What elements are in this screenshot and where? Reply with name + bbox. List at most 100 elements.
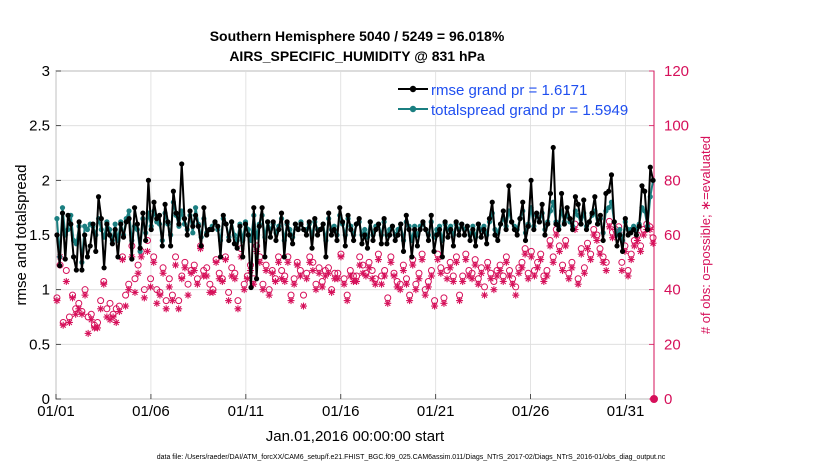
rmse-point bbox=[198, 243, 204, 249]
rmse-point bbox=[442, 219, 448, 225]
evaluated-marker bbox=[599, 258, 607, 266]
rmse-point bbox=[647, 164, 653, 170]
evaluated-marker bbox=[427, 272, 435, 280]
evaluated-marker bbox=[549, 258, 557, 266]
rmse-point bbox=[578, 221, 584, 227]
evaluated-marker bbox=[409, 261, 417, 269]
evaluated-marker bbox=[624, 272, 632, 280]
possible-marker bbox=[122, 291, 130, 299]
possible-marker bbox=[172, 253, 180, 261]
evaluated-marker bbox=[496, 267, 504, 275]
evaluated-marker bbox=[346, 272, 354, 280]
evaluated-marker bbox=[262, 267, 270, 275]
evaluated-marker bbox=[521, 250, 529, 258]
possible-marker bbox=[225, 288, 233, 296]
rmse-point bbox=[278, 210, 285, 216]
rmse-point bbox=[326, 210, 332, 216]
possible-marker bbox=[278, 267, 286, 275]
rmse-point bbox=[353, 221, 359, 227]
rmse-point bbox=[312, 216, 318, 222]
rmse-point bbox=[506, 183, 512, 189]
rmse-point bbox=[639, 183, 645, 189]
x-tick-label: 01/31 bbox=[607, 403, 645, 420]
rmse-point bbox=[234, 245, 240, 251]
rmse-point bbox=[240, 254, 246, 260]
evaluated-marker bbox=[275, 258, 283, 266]
possible-marker bbox=[203, 264, 211, 272]
evaluated-marker bbox=[253, 247, 261, 255]
rmse-point bbox=[65, 212, 71, 218]
evaluated-marker bbox=[112, 318, 120, 326]
evaluated-marker bbox=[62, 277, 70, 285]
evaluated-marker bbox=[593, 236, 601, 244]
totalspread-point bbox=[362, 226, 368, 233]
evaluated-marker bbox=[100, 280, 108, 288]
possible-marker bbox=[618, 258, 626, 266]
possible-marker bbox=[300, 291, 308, 299]
rmse-point bbox=[143, 237, 149, 244]
rmse-point bbox=[467, 237, 473, 244]
evaluated-marker bbox=[552, 231, 560, 239]
rmse-point bbox=[148, 226, 154, 233]
evaluated-marker bbox=[118, 256, 126, 264]
rmse-point bbox=[301, 226, 307, 233]
rmse-point bbox=[406, 226, 412, 233]
legend: rmse grand pr = 1.6171 totalspread grand… bbox=[398, 82, 628, 119]
y-tick-label: 2 bbox=[42, 172, 50, 189]
rmse-point bbox=[320, 221, 326, 227]
evaluated-marker bbox=[122, 302, 130, 310]
rmse-point bbox=[342, 243, 348, 249]
evaluated-marker bbox=[181, 264, 189, 272]
possible-marker bbox=[131, 275, 139, 283]
possible-marker bbox=[140, 286, 148, 294]
rmse-point bbox=[134, 221, 140, 227]
evaluated-marker bbox=[150, 258, 158, 266]
rmse-point bbox=[445, 234, 451, 240]
rmse-point bbox=[370, 237, 376, 244]
y-tick-label: 0.5 bbox=[29, 336, 50, 353]
rmse-point bbox=[581, 197, 587, 203]
rmse-point bbox=[331, 226, 337, 233]
rmse-point bbox=[392, 237, 398, 244]
y-tick-label-right: 60 bbox=[664, 227, 681, 244]
rmse-point bbox=[107, 232, 113, 238]
rmse-point bbox=[503, 226, 509, 233]
rmse-point bbox=[190, 223, 196, 229]
rmse-point bbox=[104, 221, 110, 227]
evaluated-marker bbox=[115, 308, 123, 316]
evaluated-marker bbox=[240, 286, 248, 294]
rmse-point bbox=[281, 254, 287, 260]
evaluated-marker bbox=[574, 280, 582, 288]
rmse-point bbox=[339, 219, 346, 225]
evaluated-marker bbox=[284, 258, 292, 266]
y-tick-label: 1 bbox=[42, 282, 50, 299]
rmse-point bbox=[229, 219, 235, 225]
y-tick-label: 3 bbox=[42, 63, 50, 80]
rmse-point bbox=[448, 226, 454, 233]
rmse-point bbox=[509, 219, 515, 225]
rmse-point bbox=[79, 267, 85, 273]
rmse-point bbox=[140, 210, 146, 216]
rmse-point bbox=[481, 226, 487, 233]
rmse-point bbox=[642, 188, 648, 194]
rmse-point bbox=[334, 237, 340, 244]
evaluated-marker bbox=[440, 299, 448, 307]
y-tick-label-right: 100 bbox=[664, 118, 689, 135]
rmse-point bbox=[267, 234, 274, 240]
y-tick-label: 1.5 bbox=[29, 227, 50, 244]
totalspread-point bbox=[126, 208, 132, 214]
rmse-point bbox=[473, 243, 479, 249]
evaluated-marker bbox=[415, 275, 423, 283]
rmse-point bbox=[298, 221, 304, 227]
rmse-point bbox=[362, 232, 368, 238]
rmse-point bbox=[248, 284, 254, 291]
rmse-point bbox=[364, 245, 371, 251]
legend-rmse-marker bbox=[409, 85, 417, 93]
rmse-point bbox=[84, 254, 91, 260]
rmse-point bbox=[461, 232, 468, 238]
right-axis-zero-marker bbox=[650, 395, 658, 403]
evaluated-marker bbox=[125, 286, 133, 294]
rmse-point bbox=[57, 263, 63, 269]
rmse-point bbox=[317, 226, 323, 233]
possible-marker bbox=[134, 261, 142, 269]
